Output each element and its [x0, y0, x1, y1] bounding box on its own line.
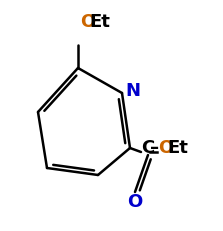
Text: Et: Et — [167, 139, 188, 157]
Text: N: N — [125, 82, 140, 100]
Text: O: O — [127, 193, 143, 211]
Text: O: O — [158, 139, 173, 157]
Text: O: O — [80, 13, 95, 31]
Text: C: C — [141, 139, 154, 157]
Text: –: – — [150, 139, 159, 157]
Text: Et: Et — [89, 13, 110, 31]
